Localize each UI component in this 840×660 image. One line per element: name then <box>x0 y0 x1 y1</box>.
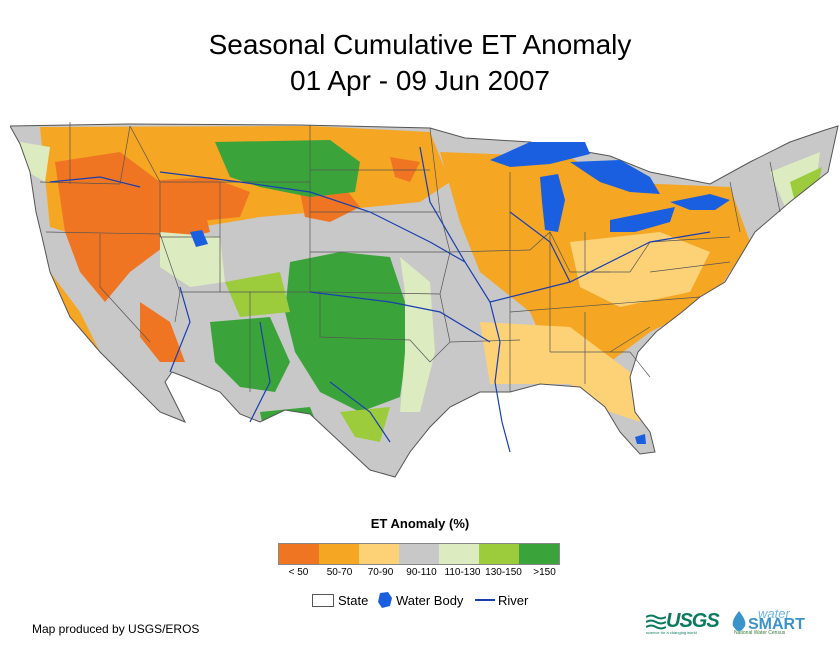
water-body-icon <box>378 592 392 608</box>
legend-swatch <box>399 544 439 564</box>
river-symbol <box>475 599 495 601</box>
legend-water-label: Water Body <box>396 592 464 608</box>
rivers <box>49 146 711 453</box>
et-anomaly-map <box>10 122 839 478</box>
map-credit: Map produced by USGS/EROS <box>32 622 200 636</box>
usgs-wordmark: USGS <box>666 610 720 632</box>
map-title: Seasonal Cumulative ET Anomaly <box>208 29 632 60</box>
legend-river: River <box>475 592 528 608</box>
legend-class-label: 130-150 <box>485 567 522 578</box>
legend-class-label: >150 <box>533 567 556 578</box>
us-outline <box>10 123 839 478</box>
legend-state-label: State <box>338 592 369 608</box>
legend-title: ET Anomaly (%) <box>370 516 470 531</box>
state-boundaries <box>39 122 781 392</box>
map-date-range: 01 Apr - 09 Jun 2007 <box>290 65 550 96</box>
state-symbol <box>312 593 334 607</box>
legend-state: State <box>312 592 368 608</box>
legend-swatch <box>439 544 479 564</box>
legend-class-label: 90-110 <box>406 567 437 578</box>
legend-river-label: River <box>498 592 529 608</box>
watersmart-main: SMART <box>748 616 805 633</box>
legend-class-label: 50-70 <box>326 567 353 578</box>
usgs-logo: USGS science for a changing world <box>646 610 720 635</box>
legend-swatch <box>319 544 359 564</box>
water-drop-icon <box>732 611 746 631</box>
legend-water-body: Water Body <box>376 592 463 608</box>
watersmart-sub: National Water Census <box>734 630 786 636</box>
usgs-tagline: science for a changing world <box>646 630 697 635</box>
water-bodies <box>190 142 730 444</box>
usgs-wave-icon <box>646 614 666 629</box>
legend-swatch <box>479 544 519 564</box>
legend-labels: < 50 50-70 70-90 90-110 110-130 130-150 >150 <box>278 567 565 578</box>
legend-swatch <box>279 544 319 564</box>
legend-class-label: 70-90 <box>367 567 394 578</box>
legend-color-ramp <box>278 543 560 565</box>
legend-class-label: < 50 <box>288 567 309 578</box>
watersmart-top: water <box>758 606 790 621</box>
legend-swatch <box>519 544 559 564</box>
legend-swatch <box>359 544 399 564</box>
legend-class-label: 110-130 <box>444 567 481 578</box>
